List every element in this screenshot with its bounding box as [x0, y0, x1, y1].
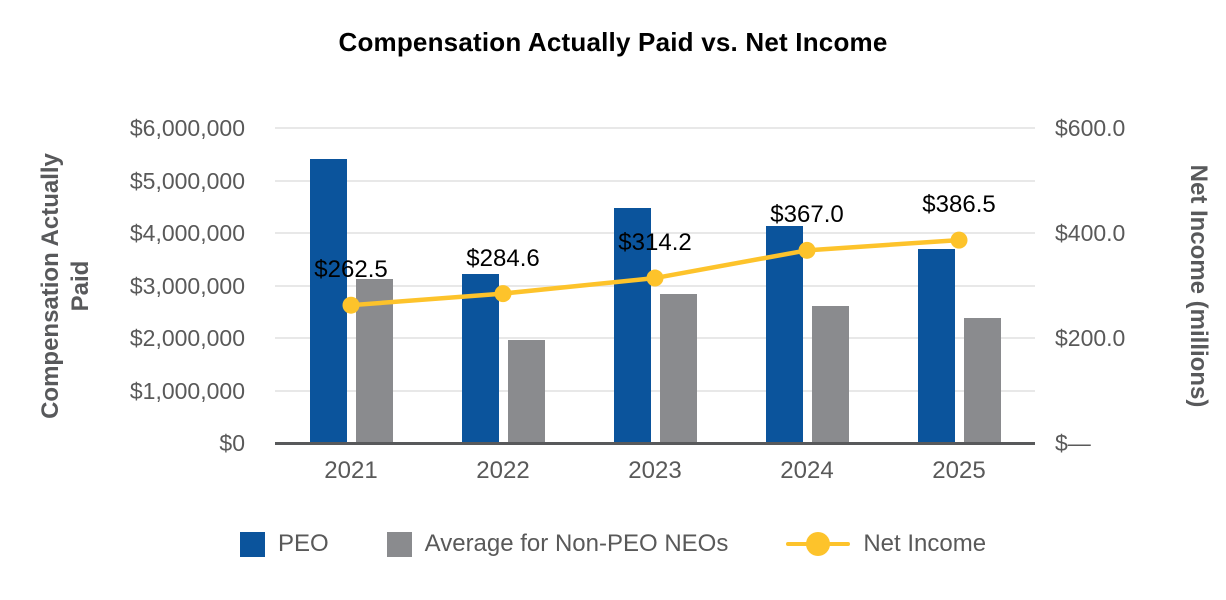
net-income-marker-2023: [646, 269, 664, 287]
peo-bar-2022: [461, 274, 499, 443]
right-axis-title: Net Income (millions): [1185, 164, 1212, 408]
non-peo-bar-2025: [963, 318, 1001, 443]
gridline: [275, 232, 1035, 234]
legend-item-net-income: Net Income: [786, 530, 986, 558]
peo-bar-2024: [765, 226, 803, 443]
plot-area: [275, 128, 1035, 443]
net-income-data-label-2023: $314.2: [618, 229, 692, 257]
legend-label: PEO: [277, 530, 329, 557]
legend-swatch-square: [386, 531, 412, 557]
peo-bar-2021: [309, 159, 347, 443]
right-axis-tick-label: $200.0: [1055, 325, 1126, 351]
net-income-marker-2024: [798, 241, 816, 259]
net-income-line-layer: [342, 231, 968, 314]
x-axis-line: [275, 442, 1035, 445]
x-axis-label-2025: 2025: [932, 457, 986, 484]
left-axis-tick-label: $4,000,000: [129, 220, 245, 246]
gridline: [275, 127, 1035, 129]
net-income-marker-2025: [950, 231, 968, 249]
left-axis-tick-label: $0: [219, 430, 245, 456]
chart-title: Compensation Actually Paid vs. Net Incom…: [338, 27, 888, 57]
peo-bar-2025: [917, 249, 955, 443]
left-axis-tick-label: $5,000,000: [129, 167, 245, 194]
x-axis-label-2024: 2024: [780, 457, 834, 484]
net-income-marker-2021: [342, 296, 360, 314]
peo-bar-2023: [613, 208, 651, 443]
legend-label: Average for Non-PEO NEOs: [424, 530, 729, 557]
left-axis-tick-label: $6,000,000: [129, 115, 245, 141]
non-peo-bar-2022: [507, 340, 545, 443]
non-peo-bar-2024: [811, 306, 849, 443]
x-axis-label-2021: 2021: [324, 457, 378, 484]
right-axis-tick-label: $600.0: [1055, 115, 1126, 141]
net-income-data-label-2021: $262.5: [314, 256, 388, 284]
gridline: [275, 389, 1035, 392]
legend-item-average-for-non-peo-neos: Average for Non-PEO NEOs: [386, 530, 729, 558]
net-income-marker-2022: [494, 285, 512, 303]
legend: PEO Average for Non-PEO NEOs Net Income: [0, 527, 1226, 561]
gridline: [275, 179, 1035, 182]
right-axis-tick-label: $—: [1055, 430, 1091, 456]
non-peo-bar-2023: [659, 294, 697, 443]
gridline: [275, 337, 1035, 339]
left-axis-tick-label: $2,000,000: [129, 325, 245, 351]
net-income-data-label-2025: $386.5: [922, 191, 996, 219]
left-axis-tick-label: $3,000,000: [129, 272, 245, 299]
legend-label: Net Income: [863, 530, 987, 557]
legend-item-peo: PEO: [239, 530, 329, 558]
left-axis-tick-label: $1,000,000: [129, 377, 245, 404]
net-income-data-label-2024: $367.0: [770, 201, 844, 229]
legend-swatch-square: [239, 531, 265, 557]
net-income-data-label-2022: $284.6: [466, 244, 540, 272]
legend-swatch-line-marker: [786, 531, 851, 557]
right-axis-tick-label: $400.0: [1055, 220, 1126, 246]
x-axis-label-2023: 2023: [628, 457, 682, 484]
x-axis-label-2022: 2022: [476, 457, 530, 484]
